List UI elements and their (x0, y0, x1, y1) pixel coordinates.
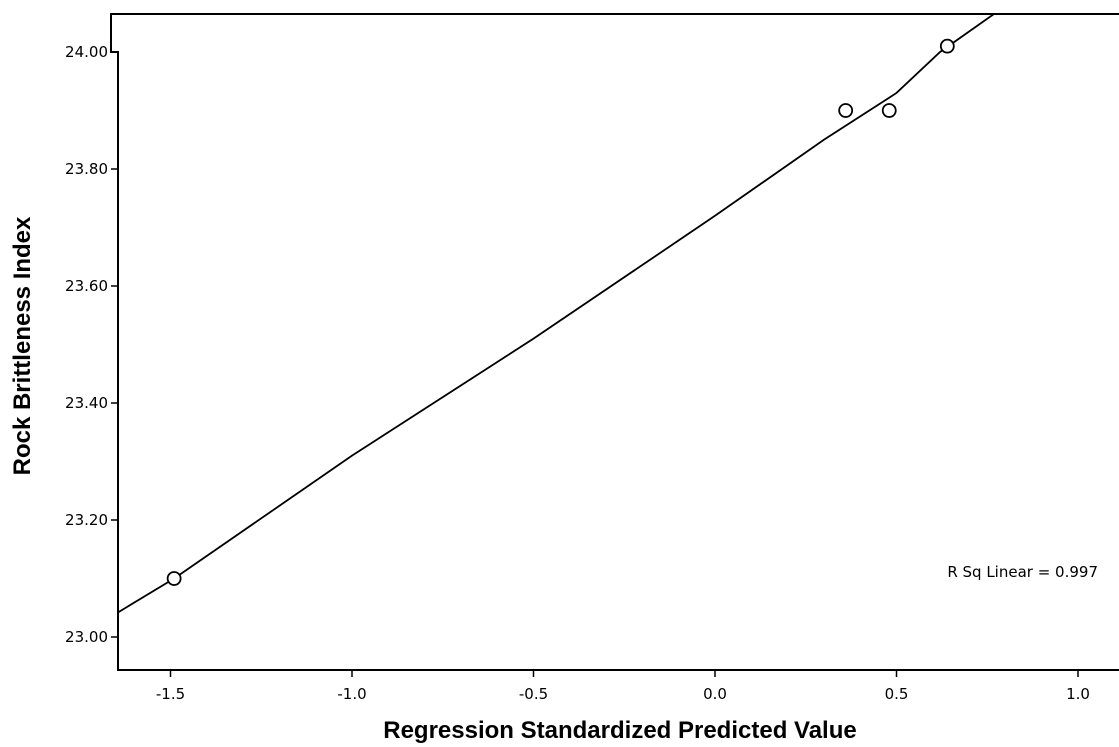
x-tick-label: 1.0 (1066, 685, 1090, 703)
data-points (166, 38, 955, 586)
fit-line (118, 14, 996, 614)
y-axis: 23.00 23.20 23.40 23.60 23.80 24.00 (65, 43, 118, 646)
x-tick-label: -1.0 (337, 685, 366, 703)
y-tick-label: 23.80 (65, 160, 108, 178)
x-tick-label: 0.0 (703, 685, 727, 703)
x-tick-label: -0.5 (519, 685, 548, 703)
x-tick-label: -1.5 (156, 685, 185, 703)
x-tick-label: 0.5 (885, 685, 909, 703)
r-squared-annotation: R Sq Linear = 0.997 (947, 563, 1098, 581)
y-axis-title: Rock Brittleness Index (9, 216, 36, 475)
y-tick-label: 24.00 (65, 43, 108, 61)
y-tick-label: 23.20 (65, 511, 108, 529)
y-tick-label: 23.60 (65, 277, 108, 295)
data-point (939, 38, 955, 54)
x-axis-title: Regression Standardized Predicted Value (383, 717, 856, 744)
data-point (881, 103, 897, 118)
data-point (838, 103, 854, 118)
data-point (166, 571, 182, 586)
y-tick-label: 23.40 (65, 394, 108, 412)
x-axis: -1.5 -1.0 -0.5 0.0 0.5 1.0 (156, 670, 1090, 703)
y-tick-label: 23.00 (65, 628, 108, 646)
